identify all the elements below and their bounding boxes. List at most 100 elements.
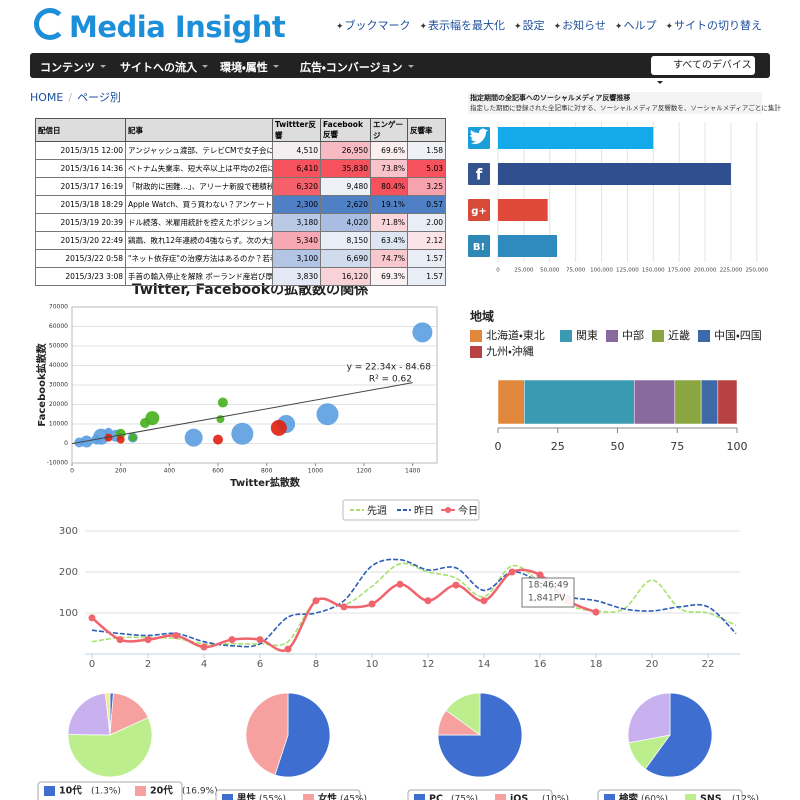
legend-swatch: [652, 330, 664, 342]
legend-label: 先週: [367, 505, 387, 517]
x-tick-label: 10: [366, 659, 379, 670]
text-cell: アンジャッシュ渡部、テレビCMで女子会に参加する: [125, 141, 273, 160]
heat-cell: 6,320: [272, 177, 321, 196]
line-marker: [452, 581, 460, 589]
chart-title: 地域: [470, 309, 494, 324]
text-cell: 2015/3/15 12:00: [35, 141, 126, 160]
heat-cell: 6,410: [272, 159, 321, 178]
table-row[interactable]: 2015/3/19 20:39ドル続落、米雇用統計を控えたポジション調整で3,1…: [35, 213, 446, 232]
line-marker: [256, 636, 264, 644]
tooltip-value: 1,841PV: [528, 594, 566, 604]
x-tick-label: 600: [212, 468, 224, 475]
legend-value: (16.9%): [182, 787, 218, 797]
logo[interactable]: Media Insight: [34, 8, 286, 44]
legend-value: (45%): [340, 795, 367, 800]
nav-item[interactable]: 広告・コンバージョン: [300, 59, 414, 75]
heat-cell: 71.8%: [370, 213, 408, 232]
nav-item[interactable]: 環境・属性: [220, 59, 279, 75]
table-row[interactable]: 2015/3/23 3:08 手首の輸入停止を解除 ポーランド産岩び厚労省 3,83…: [35, 267, 446, 286]
x-tick-label: 200,000: [694, 268, 717, 274]
line-marker: [116, 636, 124, 644]
line-marker: [340, 603, 348, 611]
y-tick-label: 20000: [49, 401, 68, 408]
plot-frame: [71, 306, 438, 464]
x-tick-label: 400: [164, 468, 176, 475]
legend-swatch: [303, 794, 314, 800]
x-tick-label: 4: [201, 659, 207, 670]
line-marker: [368, 600, 376, 608]
table-row[interactable]: 2015/3/16 14:36ベトナム失業率、短大卒以上は平均の2倍になっ6,4…: [35, 159, 446, 178]
bubble: [116, 435, 125, 444]
trendline-equation: y = 22.34x - 84.68: [347, 363, 432, 373]
line-marker: [172, 632, 180, 640]
heat-cell: 19.1%: [370, 195, 408, 214]
heat-cell: 63.4%: [370, 231, 408, 250]
nav-item[interactable]: コンテンツ: [40, 59, 106, 75]
column-header: 記事: [125, 118, 273, 142]
table-row[interactable]: 2015/3/17 16:19「財政的に困難…」、アリーナ新設で穂積秋田市長6,…: [35, 177, 446, 196]
header-link[interactable]: ヘルプ: [615, 17, 656, 33]
line-marker: [88, 614, 96, 622]
y-tick-label: 60000: [49, 323, 68, 330]
x-tick-label: 175,000: [668, 268, 691, 274]
heat-cell: 2.00: [407, 213, 446, 232]
heat-cell: 26,950: [320, 141, 371, 160]
x-tick-label: 6: [257, 659, 263, 670]
bar-segment: [717, 379, 738, 425]
header-link[interactable]: お知らせ: [554, 17, 606, 33]
legend-marker: [445, 507, 451, 513]
table-row[interactable]: 2015/3/22 0:58 "ネット依存症"の治療方法はあるのか？若者が 3,10…: [35, 249, 446, 268]
legend-swatch: [604, 794, 615, 800]
nav-item[interactable]: サイトへの流入: [120, 59, 208, 75]
heat-cell: 69.6%: [370, 141, 408, 160]
line-marker: [536, 571, 544, 579]
table-row[interactable]: 2015/3/15 12:00アンジャッシュ渡部、テレビCMで女子会に参加する4…: [35, 141, 446, 160]
x-tick-label: 125,000: [616, 268, 639, 274]
line-marker: [200, 643, 208, 651]
heat-cell: 9,480: [320, 177, 371, 196]
line-series: [91, 558, 737, 648]
legend-label: 中部: [622, 329, 644, 342]
line-marker: [228, 636, 236, 644]
icon-label: B!: [473, 242, 485, 253]
heat-cell: 3.25: [407, 177, 446, 196]
y-tick-label: 10000: [49, 421, 68, 428]
column-header: エンゲージ: [370, 118, 408, 142]
header-link[interactable]: ブックマーク: [336, 17, 410, 33]
line-marker: [592, 608, 600, 616]
x-tick-label: 8: [313, 659, 319, 670]
bubble: [217, 397, 228, 408]
x-tick-label: 18: [590, 659, 603, 670]
device-select[interactable]: すべてのデバイス: [651, 56, 755, 75]
legend-label: iOS: [510, 794, 528, 800]
y-tick-label: 200: [59, 567, 78, 578]
breadcrumb-separator: /: [68, 91, 73, 104]
table-row[interactable]: 2015/3/20 22:49鶏鵡、敗れ12年連続の4強ならず。次の大会の見込5…: [35, 231, 446, 250]
header-row: 配信日 記事 Twittter反響 Facebook反響 エンゲージ 反響率: [35, 118, 446, 142]
bar: [498, 163, 731, 185]
x-axis-label: Twitter拡散数: [230, 476, 301, 489]
bar: [498, 235, 558, 257]
breadcrumb-item[interactable]: HOME: [30, 91, 64, 104]
header-link[interactable]: 表示幅を最大化: [419, 17, 505, 33]
pie-slice: [67, 717, 153, 778]
bird-icon: [470, 128, 488, 145]
legend-box: [407, 789, 553, 800]
pie-slice: [627, 692, 671, 744]
line-series: [91, 562, 737, 647]
column-header: Facebook反響: [320, 118, 371, 142]
title-bg: [468, 92, 762, 114]
x-tick-label: 100: [727, 440, 748, 453]
legend-swatch: [685, 794, 696, 800]
header-link[interactable]: サイトの切り替え: [665, 17, 762, 33]
breadcrumb: HOME / ページ別: [30, 89, 121, 105]
heat-cell: 8,150: [320, 231, 371, 250]
social-icon: [468, 235, 490, 257]
legend-swatch: [470, 330, 482, 342]
bubble: [128, 433, 137, 442]
header-link[interactable]: 設定: [514, 17, 545, 33]
heat-cell: 74.7%: [370, 249, 408, 268]
heat-cell: 3,100: [272, 249, 321, 268]
bubble: [213, 434, 223, 445]
